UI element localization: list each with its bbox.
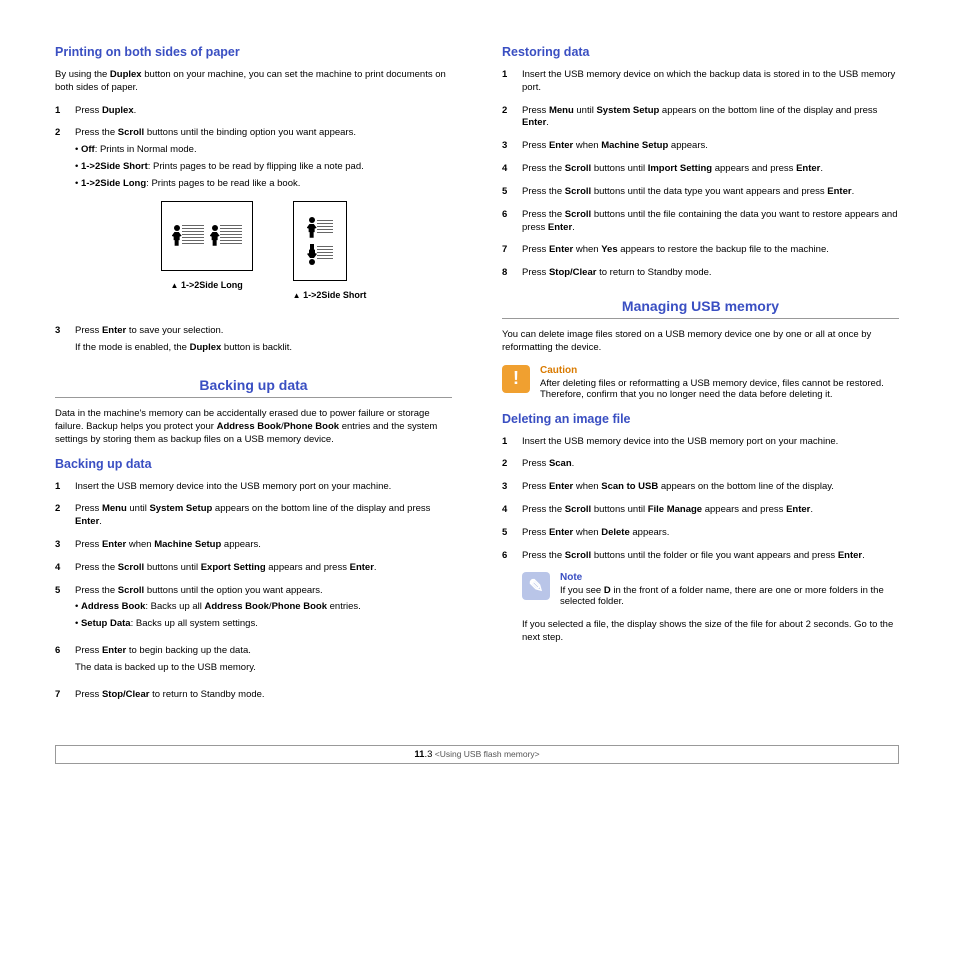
duplex-steps: 1 Press Duplex. 2 Press the Scroll butto… xyxy=(55,105,452,359)
page-content: Printing on both sides of paper By using… xyxy=(55,45,899,711)
list-item: 1Insert the USB memory device into the U… xyxy=(55,481,452,494)
list-item: 7Press Stop/Clear to return to Standby m… xyxy=(55,689,452,702)
list-item: 5Press Enter when Delete appears. xyxy=(502,527,899,540)
list-item: 1Insert the USB memory device on which t… xyxy=(502,69,899,95)
backup-heading: Backing up data xyxy=(55,457,452,471)
duplex-figures: ▲ 1->2Side Long ▲ 1->2Side Short xyxy=(75,201,452,302)
list-item: 7Press Enter when Yes appears to restore… xyxy=(502,244,899,257)
person-icon xyxy=(210,225,220,247)
delete-followup: If you selected a file, the display show… xyxy=(522,619,899,645)
list-item: 8Press Stop/Clear to return to Standby m… xyxy=(502,267,899,280)
restore-heading: Restoring data xyxy=(502,45,899,59)
list-item: 2Press Menu until System Setup appears o… xyxy=(502,105,899,131)
list-item: 3 Press Enter to save your selection. If… xyxy=(55,325,452,359)
restore-steps: 1Insert the USB memory device on which t… xyxy=(502,69,899,280)
delete-heading: Deleting an image file xyxy=(502,412,899,426)
list-item: 3Press Enter when Machine Setup appears. xyxy=(502,140,899,153)
list-item: 5 Press the Scroll buttons until the opt… xyxy=(55,585,452,635)
duplex-heading: Printing on both sides of paper xyxy=(55,45,452,59)
list-item: 6 Press Enter to begin backing up the da… xyxy=(55,645,452,679)
section-divider xyxy=(55,397,452,398)
list-item: 4Press the Scroll buttons until Export S… xyxy=(55,562,452,575)
backup-section-title: Backing up data xyxy=(55,377,452,393)
caution-callout: ! Caution After deleting files or reform… xyxy=(502,365,899,400)
caution-icon: ! xyxy=(502,365,530,393)
list-item: 5Press the Scroll buttons until the data… xyxy=(502,186,899,199)
list-item: 3Press Enter when Scan to USB appears on… xyxy=(502,481,899,494)
delete-steps: 1Insert the USB memory device into the U… xyxy=(502,436,899,563)
manage-intro: You can delete image files stored on a U… xyxy=(502,329,899,355)
figure-short: ▲ 1->2Side Short xyxy=(293,201,367,302)
note-icon: ✎ xyxy=(522,572,550,600)
duplex-intro: By using the Duplex button on your machi… xyxy=(55,69,452,95)
backup-steps: 1Insert the USB memory device into the U… xyxy=(55,481,452,702)
backup-intro: Data in the machine's memory can be acci… xyxy=(55,408,452,446)
person-icon xyxy=(172,225,182,247)
list-item: 1Insert the USB memory device into the U… xyxy=(502,436,899,449)
figure-long: ▲ 1->2Side Long xyxy=(161,201,253,302)
list-item: 4Press the Scroll buttons until Import S… xyxy=(502,163,899,176)
list-item: 2Press Menu until System Setup appears o… xyxy=(55,503,452,529)
note-callout: ✎ Note If you see D in the front of a fo… xyxy=(522,572,899,607)
person-icon xyxy=(307,217,317,239)
list-item: 6Press the Scroll buttons until the fold… xyxy=(502,550,899,563)
list-item: 6Press the Scroll buttons until the file… xyxy=(502,209,899,235)
list-item: 2Press Scan. xyxy=(502,458,899,471)
list-item: 2 Press the Scroll buttons until the bin… xyxy=(55,127,452,315)
list-item: 3Press Enter when Machine Setup appears. xyxy=(55,539,452,552)
list-item: 4Press the Scroll buttons until File Man… xyxy=(502,504,899,517)
list-item: 1 Press Duplex. xyxy=(55,105,452,118)
section-divider xyxy=(502,318,899,319)
right-column: Restoring data 1Insert the USB memory de… xyxy=(502,45,899,711)
page-footer: 11.3 <Using USB flash memory> xyxy=(55,745,899,764)
left-column: Printing on both sides of paper By using… xyxy=(55,45,452,711)
person-icon xyxy=(307,243,317,265)
manage-section-title: Managing USB memory xyxy=(502,298,899,314)
